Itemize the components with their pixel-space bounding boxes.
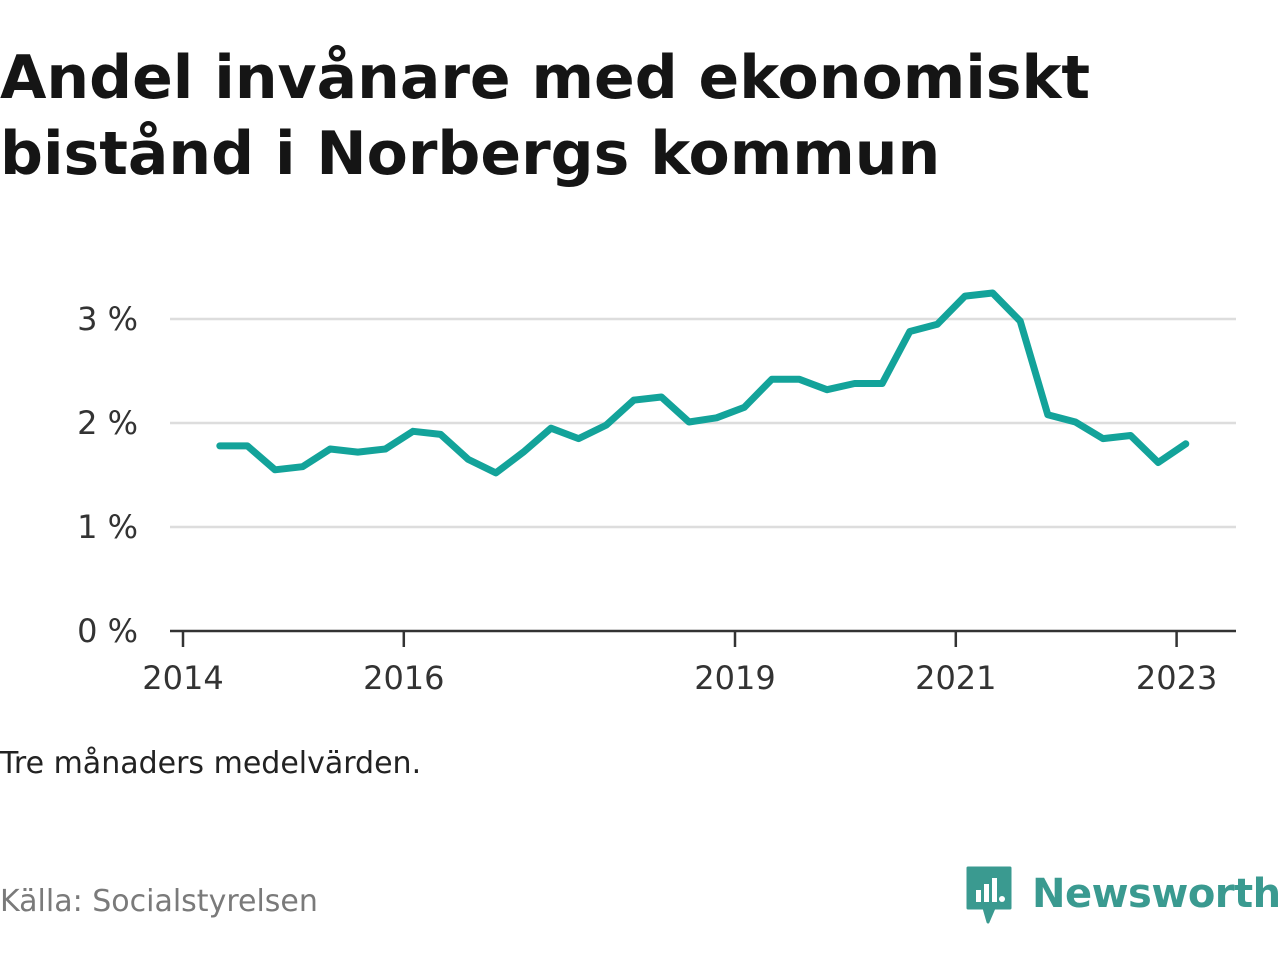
y-axis-ticks: 0 % 1 % 2 % 3 % (77, 300, 138, 650)
x-tick-label: 2023 (1136, 659, 1217, 697)
x-axis-ticks: 2014 2016 2019 2021 2023 (142, 631, 1217, 697)
x-tick-label: 2019 (694, 659, 775, 697)
series-line (216, 289, 1190, 477)
x-tick-label: 2021 (915, 659, 996, 697)
brand-logo[interactable]: Newsworthy (964, 864, 1280, 924)
x-tick-label: 2014 (142, 659, 223, 697)
chart-title: Andel invånare med ekonomiskt bistånd i … (0, 43, 1091, 189)
y-tick-label: 1 % (77, 508, 138, 546)
source-label: Källa: Socialstyrelsen (0, 884, 318, 919)
y-tick-label: 0 % (77, 612, 138, 650)
brand-name: Newsworthy (1032, 871, 1280, 917)
line-chart: 0 % 1 % 2 % 3 % 2014 2016 2019 2021 2023 (77, 289, 1236, 697)
chart-note: Tre månaders medelvärden. (0, 746, 422, 781)
y-tick-label: 3 % (77, 300, 138, 338)
newsworthy-logo-icon (966, 866, 1012, 924)
x-tick-label: 2016 (363, 659, 444, 697)
y-tick-label: 2 % (77, 404, 138, 442)
